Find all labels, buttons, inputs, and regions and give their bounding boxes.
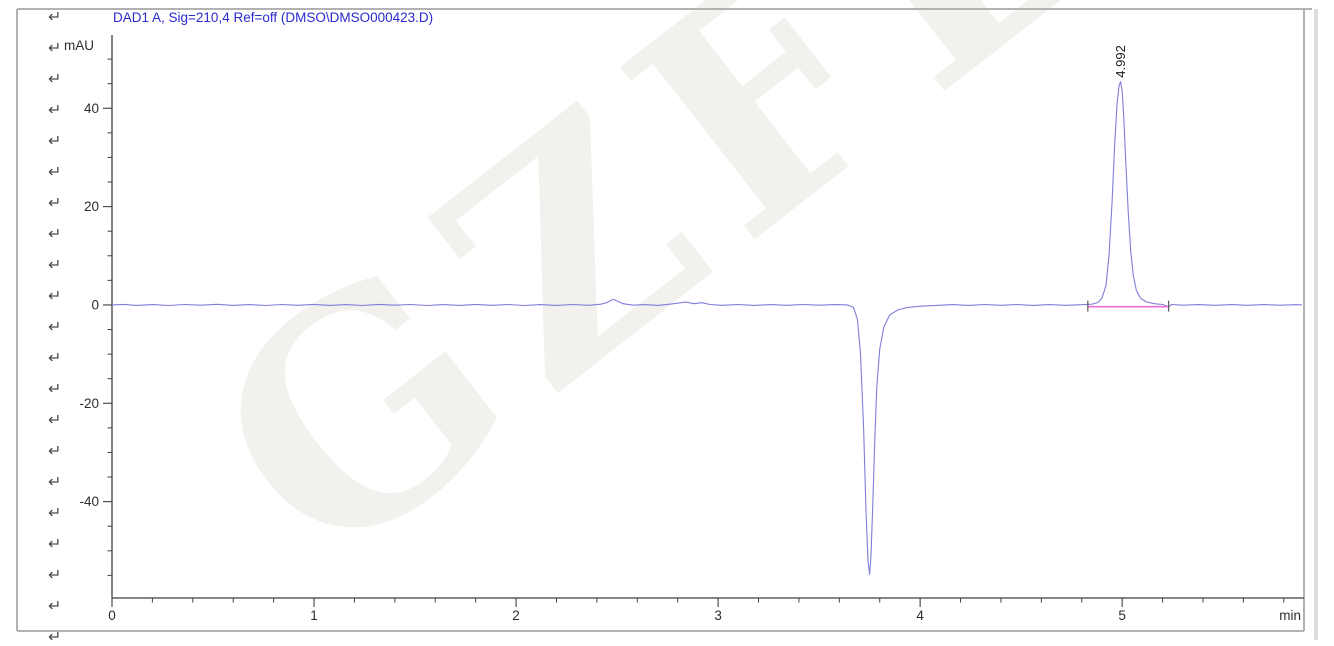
document-cell-border xyxy=(16,8,1318,640)
y-tick-label: -40 xyxy=(79,494,99,509)
y-axis-unit-label: mAU xyxy=(64,38,94,53)
line-break-mark: ↵ xyxy=(48,288,61,305)
line-break-mark: ↵ xyxy=(48,629,61,646)
axis-ticks xyxy=(103,58,1285,607)
y-tick-label: 40 xyxy=(84,101,99,116)
line-break-mark: ↵ xyxy=(48,598,61,615)
peak-rt-label: 4.992 xyxy=(1113,45,1128,78)
watermark-text: GZFL xyxy=(151,0,1165,631)
line-break-mark: ↵ xyxy=(48,102,61,119)
line-break-mark: ↵ xyxy=(48,536,61,553)
chromatogram-trace xyxy=(111,81,1303,575)
signal-trace xyxy=(111,81,1303,575)
axis-tick-labels: 40 20 0 -20 -40 0 1 2 3 4 5 xyxy=(79,101,1125,623)
line-break-mark: ↵ xyxy=(48,226,61,243)
line-break-mark: ↵ xyxy=(48,40,61,57)
line-break-mark: ↵ xyxy=(48,257,61,274)
line-break-mark: ↵ xyxy=(48,474,61,491)
signal-title: DAD1 A, Sig=210,4 Ref=off (DMSO\DMSO0004… xyxy=(113,10,433,25)
x-tick-label: 5 xyxy=(1118,608,1126,623)
y-tick-label: -20 xyxy=(79,396,99,411)
x-tick-label: 3 xyxy=(714,608,722,623)
peak-retention-labels: 4.992 xyxy=(1113,45,1128,78)
y-tick-label: 20 xyxy=(84,199,99,214)
line-break-mark: ↵ xyxy=(48,195,61,212)
line-break-mark: ↵ xyxy=(48,9,61,26)
line-break-mark: ↵ xyxy=(48,443,61,460)
line-break-mark: ↵ xyxy=(48,412,61,429)
line-break-marks-column: ↵ ↵ ↵ ↵ ↵ ↵ ↵ ↵ ↵ ↵ ↵ ↵ ↵ ↵ ↵ ↵ ↵ ↵ ↵ ↵ ↵ xyxy=(48,9,61,646)
line-break-mark: ↵ xyxy=(48,505,61,522)
line-break-mark: ↵ xyxy=(48,319,61,336)
y-tick-label: 0 xyxy=(91,297,99,312)
line-break-mark: ↵ xyxy=(48,133,61,150)
line-break-mark: ↵ xyxy=(48,381,61,398)
x-tick-label: 0 xyxy=(108,608,116,623)
integration-baseline xyxy=(1087,300,1170,312)
line-break-mark: ↵ xyxy=(48,567,61,584)
x-tick-label: 1 xyxy=(310,608,318,623)
x-tick-label: 2 xyxy=(512,608,520,623)
line-break-mark: ↵ xyxy=(48,350,61,367)
x-axis-unit-label: min xyxy=(1279,608,1301,623)
x-tick-label: 4 xyxy=(916,608,924,623)
line-break-mark: ↵ xyxy=(48,164,61,181)
line-break-mark: ↵ xyxy=(48,71,61,88)
chromatogram-plot: DAD1 A, Sig=210,4 Ref=off (DMSO\DMSO0004… xyxy=(64,10,1304,623)
